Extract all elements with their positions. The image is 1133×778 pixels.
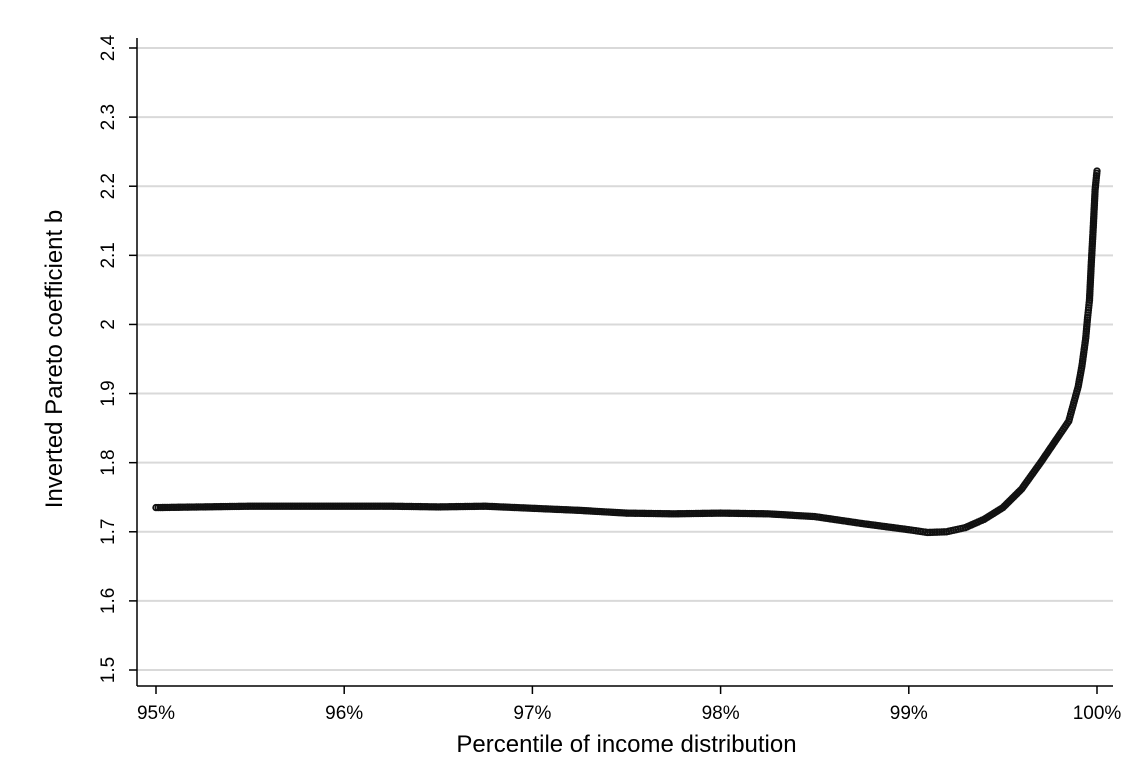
y-tick-label: 2.4 (98, 34, 119, 61)
x-tick-label: 99% (890, 703, 928, 724)
y-tick-label: 2 (98, 319, 119, 330)
axes (129, 38, 1113, 694)
y-tick-label: 1.6 (98, 588, 119, 614)
x-tick-label: 98% (702, 703, 740, 724)
y-tick-label: 2.3 (98, 104, 119, 130)
gridlines (137, 47, 1113, 671)
y-tick-label: 2.1 (98, 242, 119, 268)
x-axis-title: Percentile of income distribution (456, 731, 796, 758)
x-tick-label: 100% (1073, 703, 1122, 724)
x-tick-label: 96% (325, 703, 363, 724)
data-point (1093, 167, 1101, 175)
x-tick-label: 97% (513, 703, 551, 724)
data-points (152, 167, 1101, 537)
y-tick-label: 1.7 (98, 519, 119, 545)
tick-labels: 1.5 1.6 1.7 1.8 1.9 2 2.1 2.2 2.3 2.4 95% 96% 97% 98%… (98, 34, 1121, 724)
y-tick-label: 1.5 (98, 657, 119, 683)
y-axis-title: Inverted Pareto coefficient b (41, 210, 68, 508)
y-tick-label: 1.9 (98, 380, 119, 406)
y-tick-label: 2.2 (98, 173, 119, 199)
y-tick-label: 1.8 (98, 449, 119, 475)
x-tick-label: 95% (137, 703, 175, 724)
